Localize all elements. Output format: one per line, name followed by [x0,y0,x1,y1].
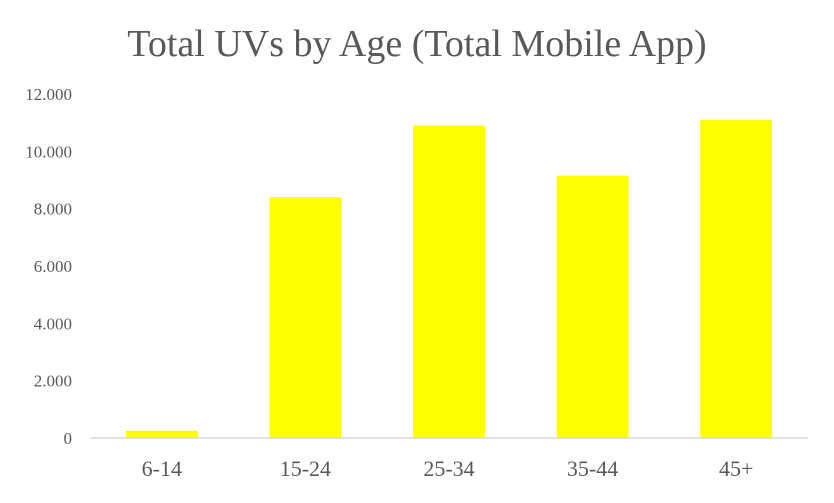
bar-35-44 [556,175,629,438]
y-tick-label: 10.000 [25,142,72,161]
y-tick-label: 6.000 [34,257,72,276]
x-tick-label: 6-14 [142,456,182,481]
x-tick-label: 45+ [719,456,753,481]
y-tick-label: 2.000 [34,372,72,391]
x-tick-label: 15-24 [280,456,331,481]
y-tick-label: 12.000 [25,85,72,104]
x-tick-label: 35-44 [567,456,618,481]
y-tick-label: 8.000 [34,200,72,219]
bar-45+ [700,119,773,439]
chart-title: Total UVs by Age (Total Mobile App) [127,23,707,65]
y-tick-label: 4.000 [34,314,72,333]
bar-6-14 [125,430,198,438]
x-tick-label: 25-34 [423,456,474,481]
bar-15-24 [269,197,342,438]
bar-25-34 [413,125,485,438]
y-tick-label: 0 [64,429,73,448]
